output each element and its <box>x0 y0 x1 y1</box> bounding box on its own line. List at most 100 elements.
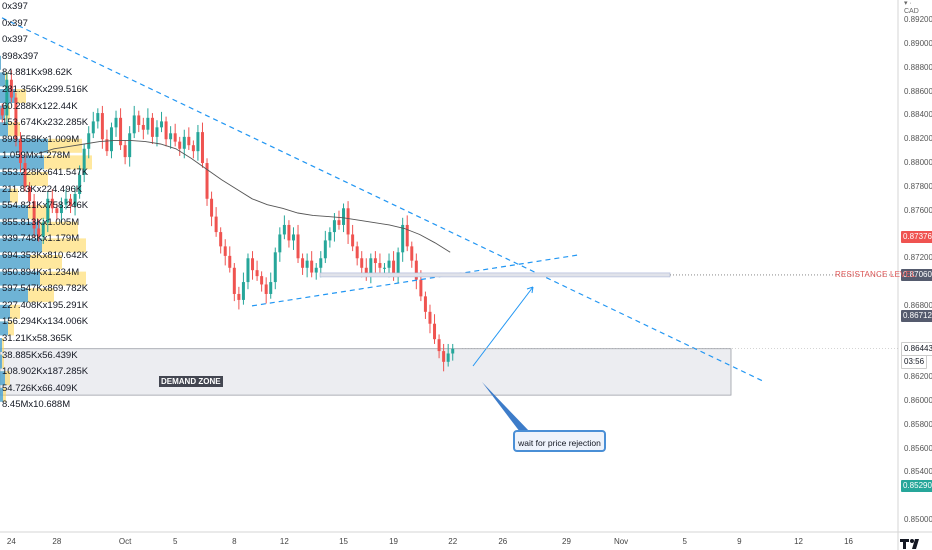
candle-body <box>228 255 232 268</box>
price-tick-label: 0.89200 <box>904 15 932 25</box>
candle-body <box>205 163 209 199</box>
time-tick-label: Nov <box>613 537 629 546</box>
price-tick-label: 0.87600 <box>904 205 932 215</box>
volume-profile-bar <box>0 338 2 352</box>
candle-body <box>169 133 173 140</box>
price-flag-label: 0.86712 <box>901 310 932 323</box>
candle-body <box>428 311 432 324</box>
candle-body <box>382 267 386 269</box>
candle-body <box>155 127 159 137</box>
candle-body <box>82 148 86 175</box>
price-tick-label: 0.86200 <box>904 372 932 382</box>
volume-profile-label: 1.059Mx1.278M <box>2 150 71 162</box>
volume-profile-label: 156.294Kx134.006K <box>2 316 89 328</box>
candle-body <box>369 258 373 277</box>
candle-body <box>28 186 32 202</box>
candle-body <box>78 174 82 194</box>
price-tick-label: 0.88800 <box>904 62 932 72</box>
candle-body <box>0 108 4 116</box>
candle-body <box>273 252 277 283</box>
candle-body <box>433 323 437 340</box>
candle-body <box>132 115 136 134</box>
candle-body <box>59 204 63 214</box>
volume-profile-bar <box>0 205 28 220</box>
candle-body <box>141 124 145 130</box>
candle-body <box>37 228 41 237</box>
candle-body <box>342 208 346 225</box>
time-tick-label: 26 <box>498 537 508 546</box>
candle-body <box>282 224 286 235</box>
candle-body <box>351 234 355 247</box>
candle-body <box>18 139 22 164</box>
candle-body <box>323 240 327 259</box>
volume-profile-label: 31.21Kx58.365K <box>2 333 73 344</box>
volume-profile-label: 8.45Mx10.688M <box>2 399 71 411</box>
candle-body <box>219 232 223 247</box>
candle-body <box>310 260 314 273</box>
projection-arrow-line <box>472 286 534 367</box>
candle-body <box>396 252 400 277</box>
time-tick-label: 16 <box>844 537 854 546</box>
time-tick-label: 19 <box>389 537 399 546</box>
candle-body <box>392 260 396 277</box>
candle-body <box>360 258 364 268</box>
candle-body <box>114 117 118 128</box>
volume-profile-label: 554.821Kx758.246K <box>2 200 89 212</box>
price-tick-label: 0.86000 <box>904 396 932 406</box>
candle-body <box>446 353 450 362</box>
candle-body <box>214 216 218 233</box>
candle-body <box>105 139 109 152</box>
volume-profile-label: 227.408Kx195.291K <box>2 299 89 311</box>
volume-profile-bar <box>0 188 10 203</box>
candle-body <box>32 201 36 229</box>
price-tick-label: 0.88400 <box>904 110 932 120</box>
candle-body <box>291 234 295 241</box>
tradingview-logo-icon <box>900 539 919 549</box>
time-tick-label: 22 <box>448 537 458 546</box>
price-tick-label: 0.89000 <box>904 39 932 49</box>
volume-profile-label: 597.547Kx869.782K <box>2 283 89 295</box>
candle-body <box>69 198 73 206</box>
candle-body <box>237 293 241 300</box>
volume-profile-label: 84.881Kx98.62K <box>2 67 73 79</box>
volume-profile-bar <box>0 55 1 70</box>
candle-body <box>9 79 13 98</box>
price-rejection-callout[interactable]: wait for price rejection <box>513 430 606 452</box>
price-tick-label: 0.85400 <box>904 467 932 477</box>
candle-body <box>319 258 323 268</box>
candle-body <box>164 121 168 140</box>
volume-profile-bar <box>0 238 42 253</box>
candle-body <box>123 145 127 158</box>
volume-profile-bar <box>0 271 40 286</box>
volume-profile-bar <box>0 221 40 236</box>
candle-body <box>150 117 154 137</box>
price-tick-label: 0.87800 <box>904 181 932 191</box>
candle-body <box>187 136 191 146</box>
volume-profile-label: 0x397 <box>2 34 28 46</box>
candle-body <box>73 193 77 206</box>
candle-body <box>196 132 200 152</box>
resistance-zone <box>319 272 671 278</box>
candle-body <box>364 267 368 277</box>
candle-body <box>264 284 268 294</box>
candle-body <box>50 198 54 209</box>
candle-body <box>287 224 291 241</box>
volume-profile-label: 694.353Kx810.642K <box>2 250 89 261</box>
candle-body <box>451 348 455 354</box>
volume-profile-bar <box>0 387 3 402</box>
candle-body <box>23 163 27 187</box>
candle-body <box>251 258 255 271</box>
volume-profile-bar <box>0 172 26 186</box>
candle-body <box>200 132 204 164</box>
volume-profile-label: 38.885Kx56.439K <box>2 349 78 361</box>
candle-body <box>232 267 236 294</box>
candle-body <box>301 258 305 268</box>
candle-body <box>355 246 359 259</box>
candle-body <box>46 198 50 223</box>
candle-body <box>405 224 409 247</box>
volume-profile-label: 950.894Kx1.234M <box>2 266 80 278</box>
volume-profile-label: 553.228Kx641.547K <box>2 167 89 178</box>
candle-body <box>137 115 141 125</box>
volume-profile-label: 108.902Kx187.285K <box>2 366 89 378</box>
